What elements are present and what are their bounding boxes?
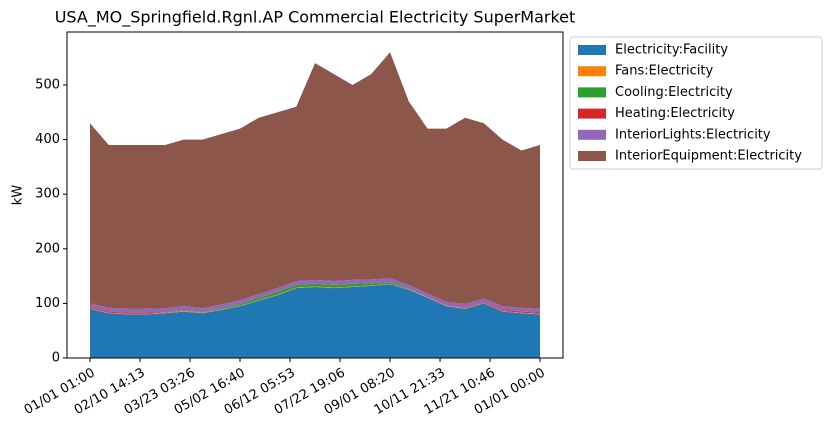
y-tick-label: 300 — [35, 187, 60, 202]
legend-swatch — [578, 129, 606, 140]
plot-frame — [66, 31, 564, 359]
y-tick-label: 200 — [35, 241, 60, 256]
area — [89, 52, 541, 309]
area — [89, 278, 541, 313]
legend: Electricity:Facility Fans:Electricity Cool… — [569, 36, 823, 170]
y-tick-label: 100 — [35, 296, 60, 311]
y-tick-label: 400 — [35, 132, 60, 147]
legend-label: Heating:Electricity — [615, 106, 735, 121]
legend-swatch — [578, 108, 606, 119]
legend-swatch — [578, 66, 606, 77]
legend-label: Electricity:Facility — [615, 43, 728, 58]
legend-label: Cooling:Electricity — [615, 85, 733, 100]
chart-title: USA_MO_Springfield.Rgnl.AP Commercial El… — [55, 8, 576, 28]
area — [89, 284, 541, 358]
legend-swatch — [578, 151, 606, 161]
legend-frame — [569, 36, 823, 170]
legend-swatch — [578, 87, 606, 98]
legend-label: Fans:Electricity — [615, 64, 714, 79]
legend-label: InteriorEquipment:Electricity — [615, 149, 802, 164]
y-axis-label: kW — [11, 185, 26, 206]
y-tick-label: 0 — [52, 351, 60, 366]
legend-swatch — [578, 45, 606, 55]
y-tick-label: 500 — [35, 77, 60, 92]
legend-label: InteriorLights:Electricity — [615, 127, 771, 142]
